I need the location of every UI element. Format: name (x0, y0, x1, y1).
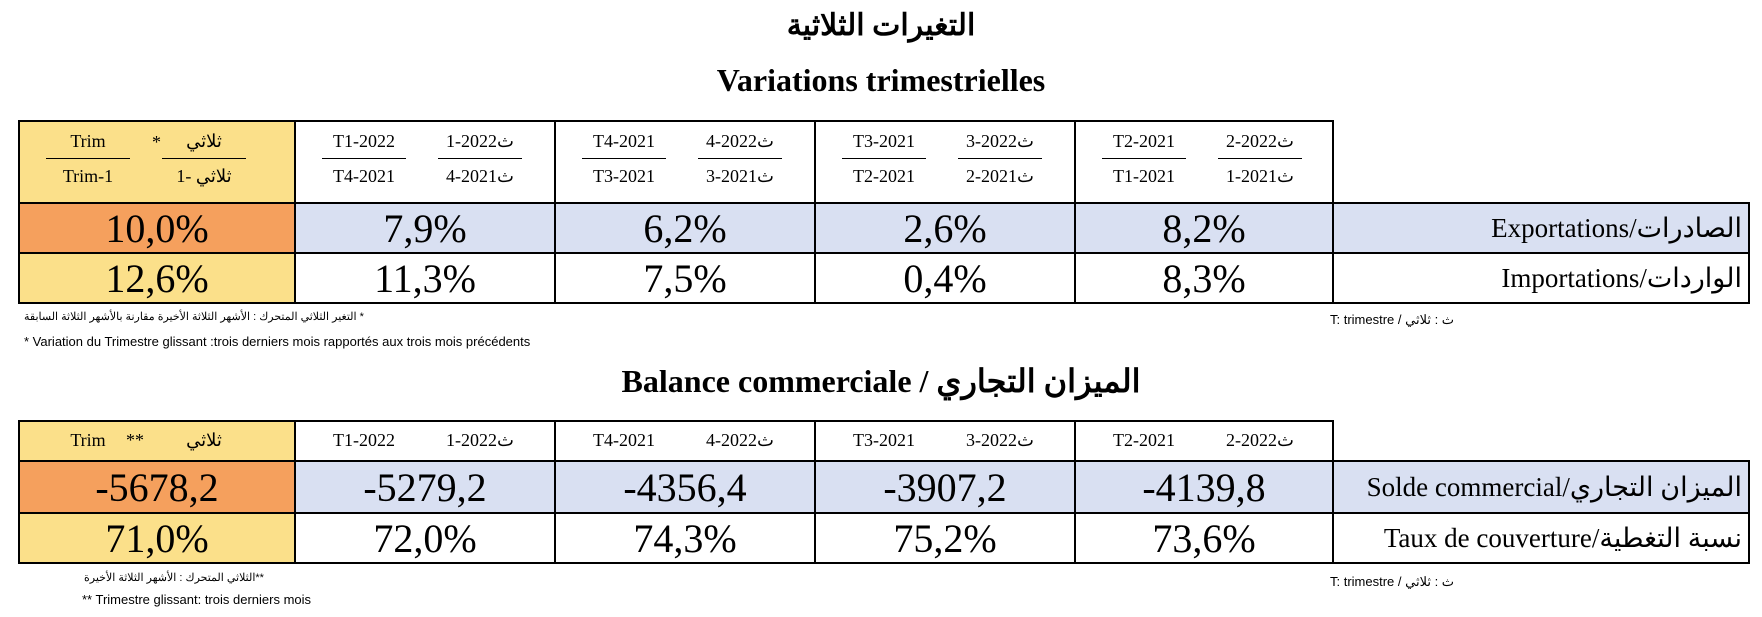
import-value: 0,4% (814, 252, 1076, 304)
period-fr-top: T2-2021 (1113, 131, 1175, 151)
balance-period-fr: T1-2022 (333, 430, 395, 450)
import-value: 7,5% (554, 252, 816, 304)
period-ar-bottom: ث2021-3 (706, 166, 774, 186)
balance-header-period-2: T4-2021 ث2022-4 (554, 420, 816, 462)
balance-header-period-3: T3-2021 ث2022-3 (814, 420, 1076, 462)
balance-header-trim: Trim (70, 430, 106, 450)
period-ar-bottom: ث2021-2 (966, 166, 1034, 186)
period-ar-bottom: ث2021-1 (1226, 166, 1294, 186)
balance-period-ar: ث2022-4 (706, 430, 774, 450)
header-period-4: T2-2021 T1-2021 ث2022-2 ث2021-1 (1074, 120, 1334, 204)
note-french-balance: ** Trimestre glissant: trois derniers mo… (82, 592, 312, 607)
export-value: 7,9% (294, 202, 556, 254)
balance-period-ar: ث2022-2 (1226, 430, 1294, 450)
row-label-importations: Importations/الواردات (1332, 252, 1750, 304)
taux-value-trim: 71,0% (18, 512, 296, 564)
export-value-trim: 10,0% (18, 202, 296, 254)
legend-trimestre: T: trimestre / ث : ثلاثي (1330, 312, 1455, 327)
legend-trimestre-balance: T: trimestre / ث : ثلاثي (1330, 574, 1455, 589)
row-label-taux-couverture: Taux de couverture/نسبة التغطية (1332, 512, 1750, 564)
period-ar-top: ث2022-1 (446, 131, 514, 151)
solde-value-trim: -5678,2 (18, 460, 296, 514)
balance-header-period-1: T1-2022 ث2022-1 (294, 420, 556, 462)
balance-period-fr: T4-2021 (593, 430, 655, 450)
period-fr-top: T4-2021 (593, 131, 655, 151)
header-trim-cell: Trim Trim-1 * ثلاثي ثلاثي -1 (18, 120, 296, 204)
header-trim-ar: ثلاثي (186, 131, 222, 151)
variations-table: Trim Trim-1 * ثلاثي ثلاثي -1 T1-2022 T4-2… (18, 120, 1750, 304)
balance-header-period-4: T2-2021 ث2022-2 (1074, 420, 1334, 462)
import-value: 11,3% (294, 252, 556, 304)
header-period-3: T3-2021 T2-2021 ث2022-3 ث2021-2 (814, 120, 1076, 204)
title-french: Variations trimestrielles (716, 62, 1046, 98)
balance-period-ar: ث2022-1 (446, 430, 514, 450)
period-fr-bottom: T4-2021 (333, 166, 395, 186)
taux-value: 72,0% (294, 512, 556, 564)
balance-header-trim-cell: Trim ** ثلاثي (18, 420, 296, 462)
export-value: 6,2% (554, 202, 816, 254)
balance-period-ar: ث2022-3 (966, 430, 1034, 450)
balance-header-trim-ar: ثلاثي (186, 430, 222, 450)
balance-header-empty (1333, 421, 1749, 461)
solde-value: -5279,2 (294, 460, 556, 514)
header-trim-1-ar: ثلاثي -1 (176, 166, 232, 186)
export-value: 8,2% (1074, 202, 1334, 254)
balance-period-fr: T3-2021 (853, 430, 915, 450)
header-trim: Trim (70, 131, 106, 151)
period-fr-bottom: T1-2021 (1113, 166, 1175, 186)
taux-value: 74,3% (554, 512, 816, 564)
header-period-2: T4-2021 T3-2021 ث2022-4 ث2021-3 (554, 120, 816, 204)
import-value: 8,3% (1074, 252, 1334, 304)
period-fr-bottom: T2-2021 (853, 166, 915, 186)
title-balance: Balance commerciale / الميزان التجاري (621, 363, 1141, 399)
period-ar-top: ث2022-3 (966, 131, 1034, 151)
export-value: 2,6% (814, 202, 1076, 254)
note-arabic-balance: الثلاثي المتحرك : الأشهر الثلاثة الأخيرة… (84, 572, 264, 584)
period-ar-top: ث2022-2 (1226, 131, 1294, 151)
header-star: * (152, 132, 161, 152)
row-label-solde-commercial: Solde commercial/الميزان التجاري (1332, 460, 1750, 514)
note-arabic-variation: التغير الثلاثي المتحرك : الأشهر الثلاثة … (24, 311, 364, 323)
taux-value: 73,6% (1074, 512, 1334, 564)
import-value-trim: 12,6% (18, 252, 296, 304)
period-fr-top: T3-2021 (853, 131, 915, 151)
row-label-exportations: Exportations/الصادرات (1332, 202, 1750, 254)
taux-value: 75,2% (814, 512, 1076, 564)
header-empty (1333, 121, 1749, 203)
period-fr-bottom: T3-2021 (593, 166, 655, 186)
solde-value: -4139,8 (1074, 460, 1334, 514)
period-ar-bottom: ث2021-4 (446, 166, 514, 186)
period-ar-top: ث2022-4 (706, 131, 774, 151)
period-fr-top: T1-2022 (333, 131, 395, 151)
solde-value: -3907,2 (814, 460, 1076, 514)
header-period-1: T1-2022 T4-2021 ث2022-1 ث2021-4 (294, 120, 556, 204)
balance-period-fr: T2-2021 (1113, 430, 1175, 450)
balance-table: Trim ** ثلاثي T1-2022 ث2022-1 T4-2021 ث2… (18, 420, 1750, 564)
header-trim-1: Trim-1 (62, 166, 114, 186)
solde-value: -4356,4 (554, 460, 816, 514)
title-arabic: التغيرات الثلاثية (786, 9, 976, 42)
balance-header-star: ** (126, 430, 144, 450)
note-french-variation: * Variation du Trimestre glissant :trois… (24, 334, 531, 349)
